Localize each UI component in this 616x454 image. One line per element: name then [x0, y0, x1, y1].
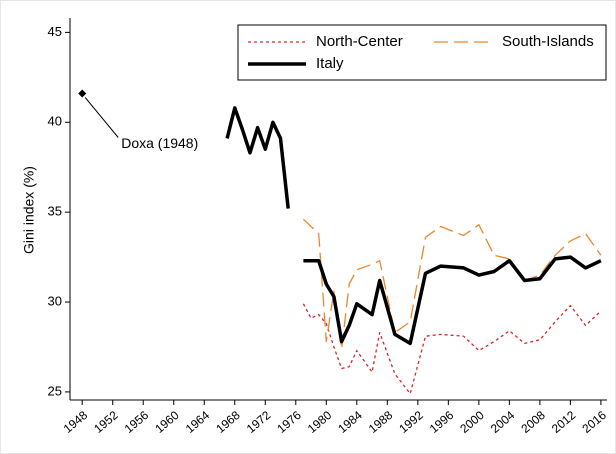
legend-label: Italy [316, 55, 344, 72]
legend-label: South-Islands [502, 33, 594, 50]
series-line [302, 218, 602, 350]
y-tick-label: 25 [48, 383, 62, 398]
annotation-label: Doxa (1948) [121, 135, 198, 151]
annotation-point [78, 89, 87, 98]
annotation-leader [84, 97, 119, 138]
y-tick-label: 35 [48, 204, 62, 219]
y-tick-label: 45 [48, 24, 62, 39]
series-line [225, 106, 602, 346]
series-line [302, 303, 602, 395]
legend-label: North-Center [316, 33, 403, 50]
legend-box [237, 24, 607, 81]
y-tick-label: 30 [48, 293, 62, 308]
y-tick-label: 40 [48, 114, 62, 129]
y-axis-label: Gini index (%) [21, 166, 37, 254]
